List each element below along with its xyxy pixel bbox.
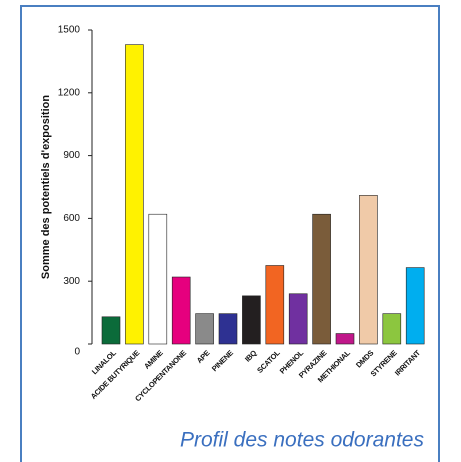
bar <box>125 44 144 345</box>
y-tick-label: 900 <box>63 150 80 161</box>
bar <box>101 316 121 345</box>
y-tick-label: 1200 <box>58 87 81 98</box>
bar <box>312 213 331 345</box>
bar <box>265 265 285 345</box>
y-tick-label: 300 <box>63 276 80 287</box>
caption: Profil des notes odorantes <box>180 429 424 452</box>
bar <box>242 295 261 345</box>
y-tick-label: 0 <box>74 347 80 358</box>
bar <box>359 195 378 345</box>
y-axis-label: Somme des potentiels d'exposition <box>40 95 52 279</box>
bar <box>148 213 168 345</box>
bar <box>335 333 355 345</box>
bar <box>288 293 308 345</box>
bar <box>218 313 238 345</box>
bar <box>382 313 402 345</box>
bar <box>405 267 425 345</box>
y-tick-label: 600 <box>63 213 80 224</box>
bar <box>195 313 214 345</box>
bar <box>171 276 191 345</box>
y-tick-label: 1500 <box>58 25 81 36</box>
